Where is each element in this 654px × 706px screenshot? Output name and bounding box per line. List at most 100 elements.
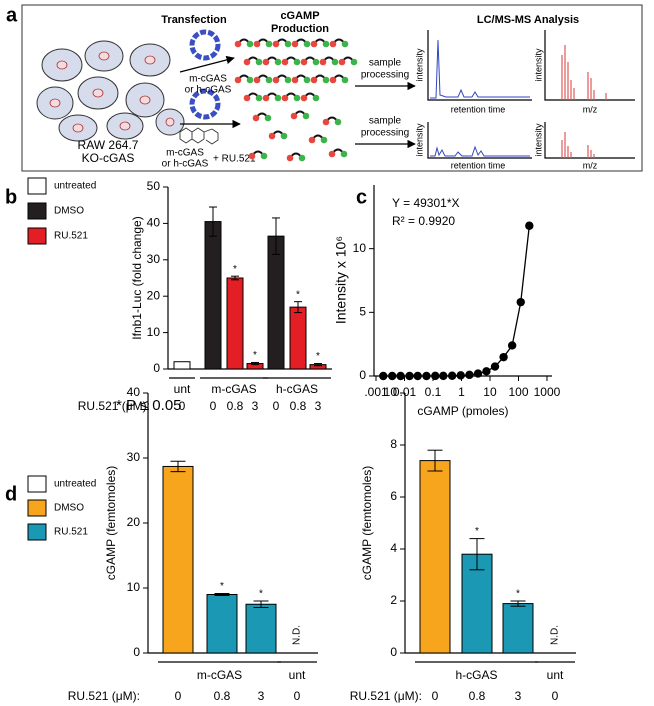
- dose-label: 0: [273, 399, 280, 413]
- y-tick-label: 10: [353, 241, 367, 255]
- dose-label: 3: [515, 689, 522, 703]
- molecule-base: [253, 76, 261, 84]
- process-label: sample: [369, 116, 402, 127]
- molecule-base: [291, 40, 299, 48]
- arrow-label: or h-cGAS: [162, 159, 209, 170]
- mini-ylabel: intensity: [414, 48, 424, 82]
- point: [379, 371, 388, 381]
- group-label: m-cGAS: [197, 668, 242, 682]
- group-label: h-cGAS: [276, 382, 318, 396]
- molecule-base: [234, 40, 242, 48]
- molecule-base: [290, 112, 298, 120]
- molecule-base: [264, 114, 272, 122]
- dose-axis-label: RU.521 (μM):: [350, 689, 422, 703]
- molecule-base: [329, 40, 337, 48]
- plasmid: [189, 88, 221, 120]
- molecule-base: [312, 58, 320, 66]
- dose-label: 3: [252, 399, 259, 413]
- x-tick-label: 0.1: [425, 385, 442, 399]
- molecule-base: [272, 76, 280, 84]
- dose-label: 0.8: [227, 399, 244, 413]
- y-tick-label: 10: [384, 385, 398, 399]
- molecule-base: [262, 58, 270, 66]
- molecule-base: [341, 40, 349, 48]
- dose-label: 0: [175, 689, 182, 703]
- significance: *: [475, 526, 479, 537]
- point: [465, 370, 474, 380]
- x-tick-label: 1000: [534, 385, 561, 399]
- legend-label: DMSO: [54, 503, 84, 514]
- y-tick-label: 40: [147, 216, 161, 230]
- point: [431, 371, 440, 381]
- dose-label: 0.8: [469, 689, 486, 703]
- step-title: Transfection: [161, 14, 227, 26]
- panel-letter: a: [6, 4, 18, 26]
- y-tick-label: 8: [390, 437, 397, 451]
- molecule-base: [329, 76, 337, 84]
- dose-label: 0.8: [214, 689, 231, 703]
- significance: *: [316, 351, 320, 362]
- y-tick-label: 20: [147, 288, 161, 302]
- molecule-base: [253, 40, 261, 48]
- molecule-base: [284, 40, 292, 48]
- mini-xlabel: m/z: [583, 160, 598, 170]
- y-tick-label: 0: [153, 361, 160, 375]
- inhibitor-structure: [179, 127, 219, 145]
- legend-label: RU.521: [54, 231, 88, 242]
- group-label: h-cGAS: [455, 668, 497, 682]
- molecule-base: [322, 118, 330, 126]
- x-tick-label: .001: [364, 385, 388, 399]
- legend-swatch: [27, 177, 47, 195]
- molecule-base: [322, 76, 330, 84]
- legend-swatch: [27, 227, 47, 245]
- point: [388, 371, 397, 381]
- molecule-base: [303, 40, 311, 48]
- y-tick-label: 5: [359, 305, 366, 319]
- bar: [289, 306, 307, 370]
- mini-plot: intensity retention time: [414, 122, 532, 170]
- molecule-base: [328, 150, 336, 158]
- panel-a: a RAW 264.7 KO-cGAS Transfection cGAMP P…: [6, 4, 643, 172]
- step-title: LC/MS-MS Analysis: [477, 14, 579, 26]
- dose-label: 3: [258, 689, 265, 703]
- legend-label: untreated: [54, 181, 96, 192]
- molecule-base: [246, 76, 254, 84]
- bar: [204, 221, 222, 370]
- molecule-base: [260, 152, 268, 160]
- dose-label: 0: [179, 399, 186, 413]
- process-label: sample: [369, 58, 402, 69]
- significance: *: [296, 289, 300, 300]
- y-tick-label: 20: [127, 515, 141, 529]
- y-tick-label: 6: [390, 489, 397, 503]
- molecule-base: [280, 132, 288, 140]
- group-label: m-cGAS: [211, 382, 256, 396]
- arrow-label: m-cGAS: [189, 74, 227, 85]
- y-tick-label: 4: [390, 541, 397, 555]
- group-label: unt: [174, 382, 191, 396]
- x-tick-label: 10: [483, 385, 497, 399]
- legend-swatch: [27, 499, 47, 517]
- molecule-base: [265, 76, 273, 84]
- molecule-base: [298, 154, 306, 162]
- y-tick-label: 30: [127, 450, 141, 464]
- point: [447, 371, 457, 380]
- point: [490, 362, 500, 371]
- annotation: R² = 0.9920: [392, 214, 455, 228]
- panel-letter: c: [356, 186, 367, 208]
- point: [482, 367, 491, 376]
- point: [413, 371, 422, 381]
- significance: *: [220, 581, 224, 592]
- arrow-label: m-cGAS: [166, 148, 204, 159]
- mini-plot: intensity retention time: [414, 30, 532, 114]
- dose-axis-label: RU.521 (μM):: [68, 689, 140, 703]
- molecule-base: [286, 154, 294, 162]
- dose-label: 0: [432, 689, 439, 703]
- molecule-base: [300, 58, 308, 66]
- bar: [267, 235, 285, 370]
- panel-frame: [21, 4, 643, 172]
- value-label: N.D.: [292, 625, 303, 645]
- bar: [206, 594, 238, 654]
- molecule-base: [262, 94, 270, 102]
- point: [473, 369, 483, 378]
